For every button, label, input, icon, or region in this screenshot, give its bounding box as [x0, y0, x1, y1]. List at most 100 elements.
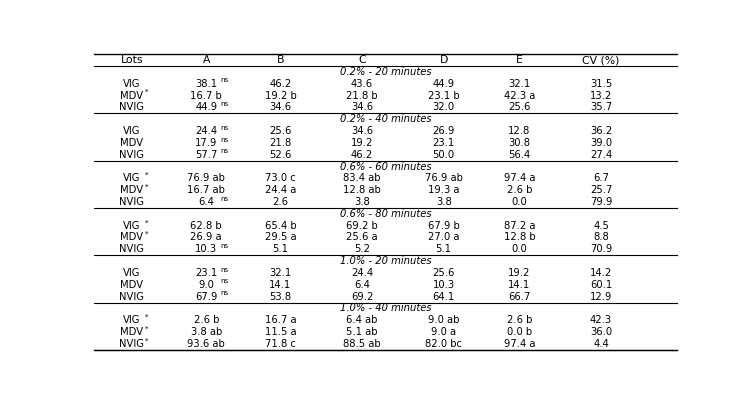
Text: 2.6: 2.6 [272, 197, 289, 207]
Text: MDV: MDV [120, 280, 144, 290]
Text: 0.6% - 80 minutes: 0.6% - 80 minutes [340, 209, 431, 219]
Text: 3.8: 3.8 [354, 197, 370, 207]
Text: 46.2: 46.2 [351, 150, 373, 160]
Text: NVIG: NVIG [120, 339, 144, 349]
Text: 14.1: 14.1 [269, 280, 292, 290]
Text: 1.0% - 40 minutes: 1.0% - 40 minutes [340, 304, 431, 314]
Text: 25.6: 25.6 [269, 126, 292, 136]
Text: VIG: VIG [123, 126, 141, 136]
Text: NVIG: NVIG [120, 150, 144, 160]
Text: ns: ns [221, 290, 229, 296]
Text: 6.4 ab: 6.4 ab [347, 315, 378, 325]
Text: 0.2% - 40 minutes: 0.2% - 40 minutes [340, 114, 431, 124]
Text: 0.0: 0.0 [511, 244, 527, 254]
Text: 88.5 ab: 88.5 ab [343, 339, 381, 349]
Text: 16.7 ab: 16.7 ab [187, 185, 225, 195]
Text: 82.0 bc: 82.0 bc [425, 339, 462, 349]
Text: 10.3: 10.3 [195, 244, 217, 254]
Text: 14.1: 14.1 [508, 280, 531, 290]
Text: 97.4 a: 97.4 a [504, 173, 535, 183]
Text: 32.1: 32.1 [508, 79, 531, 89]
Text: ns: ns [221, 278, 229, 284]
Text: ns: ns [221, 101, 229, 107]
Text: MDV: MDV [120, 232, 144, 242]
Text: *: * [144, 219, 148, 225]
Text: NVIG: NVIG [120, 197, 144, 207]
Text: 50.0: 50.0 [432, 150, 455, 160]
Text: ns: ns [221, 125, 229, 131]
Text: 19.2 b: 19.2 b [265, 90, 296, 100]
Text: 23.1 b: 23.1 b [428, 90, 459, 100]
Text: 2.6 b: 2.6 b [507, 315, 532, 325]
Text: 24.4 a: 24.4 a [265, 185, 296, 195]
Text: 44.9: 44.9 [432, 79, 455, 89]
Text: 9.0 ab: 9.0 ab [428, 315, 459, 325]
Text: 36.2: 36.2 [590, 126, 612, 136]
Text: *: * [144, 231, 148, 237]
Text: 10.3: 10.3 [432, 280, 455, 290]
Text: *: * [144, 89, 148, 95]
Text: B: B [277, 55, 284, 65]
Text: MDV: MDV [120, 138, 144, 148]
Text: ns: ns [221, 78, 229, 84]
Text: ns: ns [221, 243, 229, 249]
Text: 12.8 ab: 12.8 ab [343, 185, 381, 195]
Text: 29.5 a: 29.5 a [265, 232, 296, 242]
Text: 12.9: 12.9 [590, 292, 612, 302]
Text: *: * [144, 184, 148, 190]
Text: Lots: Lots [120, 55, 143, 65]
Text: 76.9 ab: 76.9 ab [425, 173, 462, 183]
Text: 56.4: 56.4 [508, 150, 531, 160]
Text: 4.4: 4.4 [593, 339, 609, 349]
Text: 9.0 a: 9.0 a [431, 327, 456, 337]
Text: 42.3: 42.3 [590, 315, 612, 325]
Text: 34.6: 34.6 [269, 102, 292, 112]
Text: 11.5 a: 11.5 a [265, 327, 296, 337]
Text: 14.2: 14.2 [590, 268, 612, 278]
Text: *: * [144, 314, 148, 320]
Text: 5.2: 5.2 [354, 244, 370, 254]
Text: 26.9 a: 26.9 a [190, 232, 222, 242]
Text: 6.4: 6.4 [199, 197, 214, 207]
Text: 32.1: 32.1 [269, 268, 292, 278]
Text: 34.6: 34.6 [351, 126, 373, 136]
Text: 97.4 a: 97.4 a [504, 339, 535, 349]
Text: 69.2 b: 69.2 b [346, 221, 378, 231]
Text: 2.6 b: 2.6 b [193, 315, 219, 325]
Text: 73.0 c: 73.0 c [265, 173, 296, 183]
Text: ns: ns [221, 196, 229, 202]
Text: 1.0% - 20 minutes: 1.0% - 20 minutes [340, 256, 431, 266]
Text: VIG: VIG [123, 268, 141, 278]
Text: 53.8: 53.8 [269, 292, 292, 302]
Text: VIG: VIG [123, 79, 141, 89]
Text: NVIG: NVIG [120, 292, 144, 302]
Text: 16.7 b: 16.7 b [190, 90, 222, 100]
Text: 0.0 b: 0.0 b [507, 327, 532, 337]
Text: 93.6 ab: 93.6 ab [187, 339, 225, 349]
Text: 6.4: 6.4 [354, 280, 370, 290]
Text: 79.9: 79.9 [590, 197, 612, 207]
Text: D: D [439, 55, 448, 65]
Text: 87.2 a: 87.2 a [504, 221, 535, 231]
Text: 43.6: 43.6 [351, 79, 373, 89]
Text: 3.8: 3.8 [436, 197, 451, 207]
Text: 21.8 b: 21.8 b [346, 90, 378, 100]
Text: *: * [144, 172, 148, 178]
Text: 66.7: 66.7 [508, 292, 531, 302]
Text: 35.7: 35.7 [590, 102, 612, 112]
Text: 8.8: 8.8 [593, 232, 609, 242]
Text: 64.1: 64.1 [432, 292, 455, 302]
Text: 0.6% - 60 minutes: 0.6% - 60 minutes [340, 162, 431, 172]
Text: 5.1: 5.1 [272, 244, 289, 254]
Text: 0.0: 0.0 [511, 197, 527, 207]
Text: 6.7: 6.7 [593, 173, 609, 183]
Text: ns: ns [221, 267, 229, 273]
Text: 60.1: 60.1 [590, 280, 612, 290]
Text: MDV: MDV [120, 185, 144, 195]
Text: NVIG: NVIG [120, 244, 144, 254]
Text: CV (%): CV (%) [582, 55, 620, 65]
Text: 71.8 c: 71.8 c [265, 339, 296, 349]
Text: ns: ns [221, 148, 229, 154]
Text: 70.9: 70.9 [590, 244, 612, 254]
Text: E: E [516, 55, 523, 65]
